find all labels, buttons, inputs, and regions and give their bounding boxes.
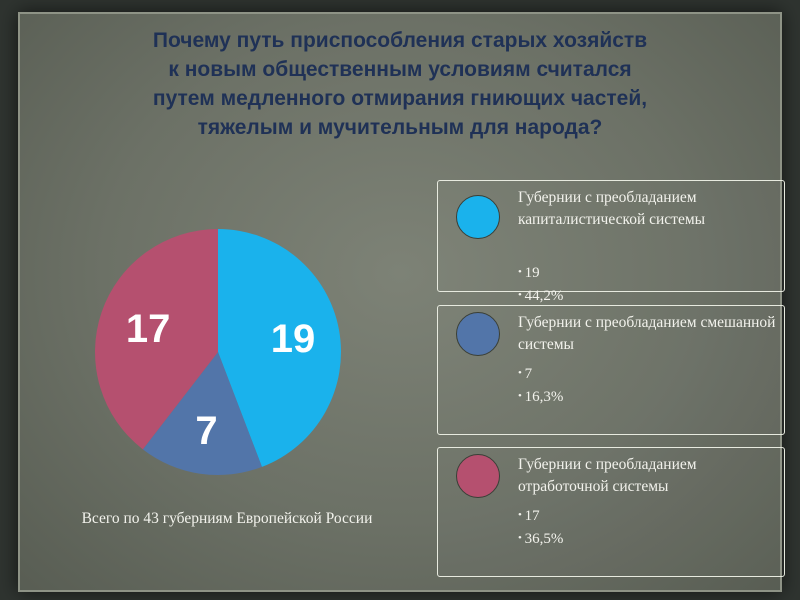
title-line: Почему путь приспособления старых хозяйс…	[152, 29, 648, 52]
legend-percent: 36,5%	[518, 527, 564, 550]
legend-card-capitalist: Губернии с преобладанием капиталистическ…	[437, 180, 785, 304]
legend-count: 17	[518, 504, 563, 527]
legend-swatch	[456, 195, 500, 239]
pie-slice-mixed	[142, 352, 262, 475]
legend-swatch	[456, 454, 500, 498]
pie-slice-label: 7	[195, 409, 217, 453]
legend-values: 17 36,5%	[518, 504, 564, 550]
legend-heading: Губернии с преобладанием смешанной систе…	[518, 314, 776, 353]
pie-slice-label: 17	[126, 307, 170, 351]
legend-values: 19 44,2%	[518, 261, 564, 307]
total-caption: Всего по 43 губерниям Европейской России	[81, 510, 373, 527]
title-line: тяжелым и мучительным для народа?	[197, 116, 603, 139]
legend-heading: Губернии с преобладанием отработочной си…	[518, 456, 697, 495]
legend-heading: Губернии с преобладанием капиталистическ…	[518, 189, 706, 228]
pie-slice-capitalist	[218, 229, 341, 467]
legend-count: 7	[518, 362, 563, 385]
legend-swatch	[456, 312, 500, 356]
legend-percent: 16,3%	[518, 385, 564, 408]
legend-count: 19	[518, 261, 563, 284]
pie-slice-label: 19	[271, 317, 316, 361]
pie-slice-labor-service	[95, 229, 218, 450]
legend-values: 7 16,3%	[518, 362, 564, 408]
pie-chart: 19 7 17	[95, 229, 341, 475]
title-line: к новым общественным условиям считался	[168, 58, 632, 81]
legend-card-mixed: Губернии с преобладанием смешанной систе…	[437, 305, 785, 435]
legend-card-labor-service: Губернии с преобладанием отработочной си…	[437, 447, 785, 577]
slide-title: Почему путь приспособления старых хозяйс…	[100, 26, 700, 142]
legend-percent: 44,2%	[518, 284, 564, 307]
title-line: путем медленного отмирания гниющих часте…	[152, 87, 648, 110]
